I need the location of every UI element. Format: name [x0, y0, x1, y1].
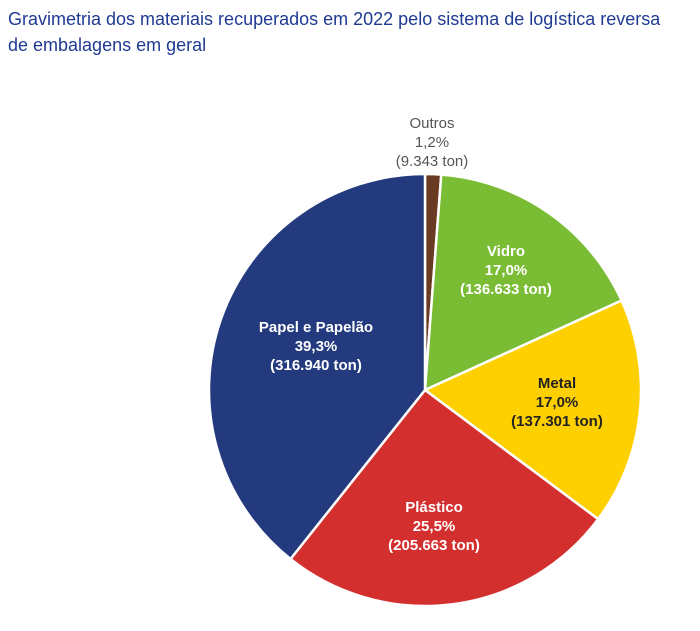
- slice-label-2: Vidro: [487, 243, 525, 260]
- slice-percent-3: 17,0%: [536, 394, 579, 411]
- slice-percent-5: 39,3%: [295, 338, 338, 355]
- pie-slice-3: [423, 299, 643, 521]
- slice-percent-1: 1,2%: [415, 134, 449, 151]
- slice-label-3: Metal: [538, 375, 576, 392]
- slice-percent-4: 25,5%: [413, 518, 456, 535]
- slice-tons-1: (9.343 ton): [396, 153, 469, 170]
- slice-tons-5: (316.940 ton): [270, 357, 362, 374]
- slice-percent-2: 17,0%: [485, 262, 528, 279]
- chart-title: Gravimetria dos materiais recuperados em…: [8, 9, 661, 55]
- pie-slice-2: [423, 173, 623, 392]
- slice-label-4: Plástico: [405, 499, 463, 516]
- slice-tons-4: (205.663 ton): [388, 537, 480, 554]
- slice-label-1: Outros: [409, 115, 454, 132]
- slice-tons-2: (136.633 ton): [460, 281, 552, 298]
- slice-tons-3: (137.301 ton): [511, 413, 603, 430]
- pie-slice-5: [207, 172, 427, 561]
- pie-slice-4: [289, 388, 600, 608]
- slice-label-5: Papel e Papelão: [259, 319, 373, 336]
